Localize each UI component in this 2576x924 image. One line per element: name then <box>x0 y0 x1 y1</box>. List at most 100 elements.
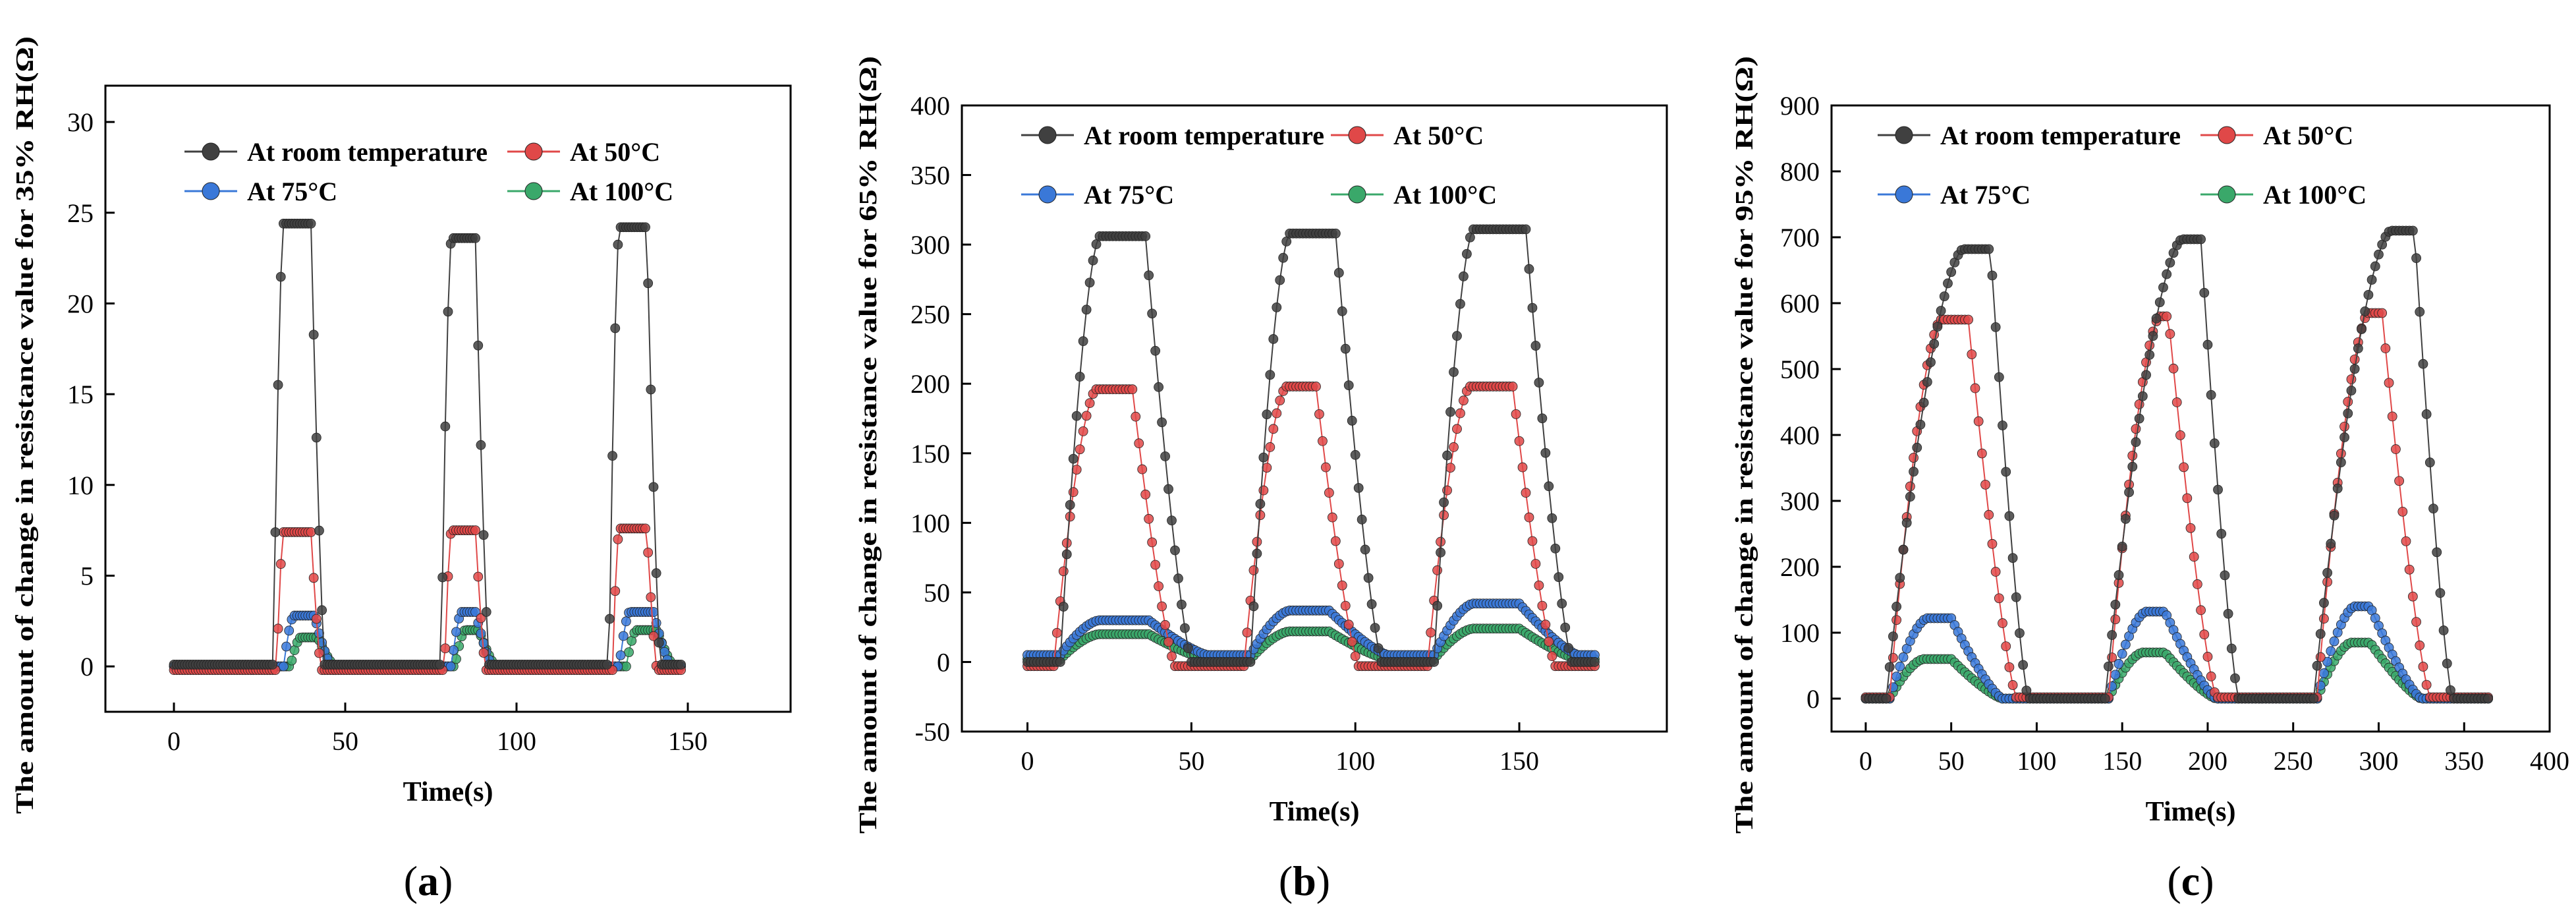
legend-marker <box>202 182 220 200</box>
data-point <box>1436 547 1446 558</box>
data-point <box>1449 367 1459 377</box>
data-point <box>2151 313 2162 324</box>
data-point <box>624 647 634 658</box>
x-tick-label: 100 <box>497 726 536 756</box>
data-point <box>1540 620 1551 630</box>
data-point <box>1330 228 1341 239</box>
series-line <box>1027 228 1595 663</box>
data-point <box>2353 343 2363 354</box>
data-point <box>2131 424 2141 434</box>
data-point <box>2432 547 2442 558</box>
y-tick-label: -50 <box>915 717 950 747</box>
data-point <box>1078 426 1088 436</box>
data-point <box>2104 661 2114 672</box>
data-point <box>1898 652 1909 662</box>
data-point <box>1278 252 1289 263</box>
data-point <box>1363 573 1374 583</box>
data-point <box>2326 538 2336 549</box>
caption-b-letter: b <box>1293 857 1316 904</box>
data-point <box>2360 306 2370 316</box>
data-point <box>2100 693 2110 704</box>
data-point <box>1258 452 1269 463</box>
data-point <box>2438 625 2449 635</box>
data-point <box>1449 442 1459 452</box>
y-tick-label: 250 <box>910 300 950 330</box>
data-point <box>1154 581 1164 591</box>
data-point <box>281 641 291 652</box>
data-point <box>1445 463 1455 473</box>
data-point <box>640 222 650 233</box>
data-point <box>1150 345 1161 356</box>
legend-marker <box>1348 185 1366 204</box>
legend-marker <box>202 142 220 161</box>
data-point <box>284 625 294 636</box>
data-point <box>1340 600 1351 611</box>
data-point <box>1084 398 1095 409</box>
data-point <box>1459 271 1469 281</box>
caption-a-open: ( <box>403 857 418 904</box>
data-point <box>2415 640 2425 650</box>
data-point <box>1544 637 1554 647</box>
x-tick-label: 50 <box>332 726 358 756</box>
data-point <box>308 330 319 340</box>
legend-label: At 75°C <box>1940 180 2030 210</box>
data-point <box>1134 438 1144 449</box>
data-point <box>1144 270 1154 281</box>
chart-panel-b: 0 50 100 150 -50 0 50 100 150 200 250 300 350 400 Time… <box>843 0 1693 850</box>
caption-c-open: ( <box>2167 857 2181 904</box>
data-point <box>2322 567 2333 578</box>
data-point <box>2117 541 2127 552</box>
series-line <box>174 223 681 666</box>
data-point <box>1970 383 1980 393</box>
data-point <box>1343 380 1354 390</box>
data-point <box>2339 432 2349 442</box>
data-point <box>2411 617 2421 627</box>
data-point <box>1084 277 1095 288</box>
data-point <box>311 614 322 624</box>
data-point <box>2319 598 2329 608</box>
data-point <box>1530 341 1541 351</box>
data-point <box>1147 308 1158 319</box>
y-tick-label: 300 <box>1780 486 1820 516</box>
data-point <box>476 440 486 450</box>
data-point <box>478 648 489 658</box>
data-point <box>1055 657 1065 667</box>
data-point <box>2110 670 2121 680</box>
data-point <box>2442 658 2452 669</box>
data-point <box>1898 544 1909 555</box>
y-tick-label: 300 <box>910 230 950 260</box>
data-point <box>2114 658 2124 669</box>
x-tick-label: 0 <box>1859 746 1872 776</box>
y-tick-label: 400 <box>910 91 950 121</box>
data-point <box>275 272 286 282</box>
data-point <box>1173 573 1183 584</box>
data-point <box>1252 548 1262 559</box>
data-point <box>1360 544 1370 555</box>
data-point <box>2185 523 2196 533</box>
data-point <box>448 645 459 655</box>
data-point <box>1366 599 1377 610</box>
data-point <box>1452 331 1462 341</box>
data-point <box>2407 225 2418 236</box>
data-point <box>1272 302 1282 312</box>
data-point <box>1311 382 1321 391</box>
y-tick-label: 400 <box>1780 420 1820 450</box>
data-point <box>621 661 631 672</box>
data-point <box>640 523 650 534</box>
data-point <box>1314 409 1324 419</box>
legend-label: At 50°C <box>2263 121 2353 150</box>
data-point <box>646 592 656 602</box>
data-point <box>1909 453 1918 463</box>
data-point <box>2171 397 2182 407</box>
data-point <box>1180 623 1190 633</box>
data-point <box>2435 588 2446 598</box>
data-point <box>1994 593 2004 604</box>
data-point <box>2329 636 2339 647</box>
data-point <box>1998 420 2007 430</box>
data-point <box>1163 484 1173 494</box>
caption-c-close: ) <box>2200 857 2214 904</box>
data-point <box>1990 567 2001 577</box>
data-point <box>443 306 453 317</box>
x-tick-label: 100 <box>2017 746 2056 776</box>
y-tick-label: 5 <box>80 561 94 591</box>
